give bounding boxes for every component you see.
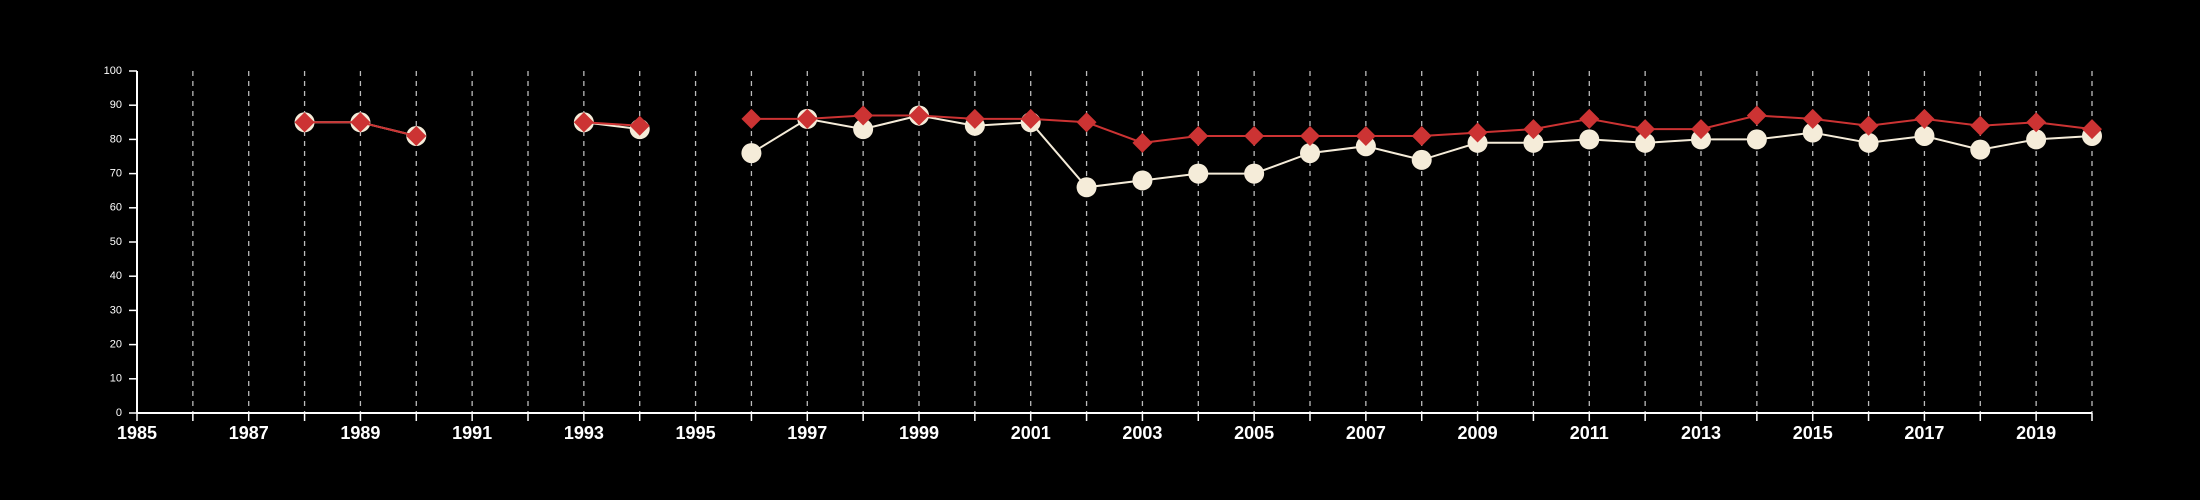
diamond-point-2009	[1467, 122, 1488, 143]
diamond-point-2002	[1076, 112, 1097, 133]
x-tick-label-2017: 2017	[1904, 423, 1944, 443]
circle-point-2018	[1970, 139, 1991, 160]
y-tick-label-50: 50	[110, 236, 122, 248]
x-tick-label-1987: 1987	[229, 423, 269, 443]
circle-point-2006	[1300, 143, 1320, 164]
y-tick-label-20: 20	[110, 339, 122, 351]
diamond-point-2013	[1691, 119, 1711, 140]
x-tick-label-2013: 2013	[1681, 423, 1721, 443]
x-tick-label-1997: 1997	[787, 423, 827, 443]
x-tick-label-1989: 1989	[340, 423, 380, 443]
circle-point-2009	[1467, 132, 1488, 153]
diamond-point-2011	[1579, 108, 1600, 129]
diamond-point-2017	[1914, 108, 1935, 129]
diamond-point-2014	[1746, 105, 1767, 126]
x-tick-label-2001: 2001	[1011, 423, 1051, 443]
x-tick-label-2019: 2019	[2016, 423, 2056, 443]
diamond-point-1996	[741, 108, 762, 129]
diamond-point-2004	[1188, 125, 1209, 146]
diamond-point-2020	[2082, 119, 2102, 140]
diamond-point-1998	[853, 105, 874, 126]
circle-point-2019	[2026, 129, 2047, 150]
vertical-gridlines	[192, 71, 2093, 413]
y-tick-label-0: 0	[116, 407, 122, 419]
diamond-point-2019	[2026, 112, 2047, 133]
diamond-point-1993	[573, 112, 594, 133]
diamond-point-2006	[1300, 125, 1320, 146]
y-tick-label-90: 90	[110, 99, 122, 111]
y-tick-label-10: 10	[110, 373, 122, 385]
circle-point-2017	[1914, 125, 1935, 146]
x-tick-label-2011: 2011	[1570, 423, 1609, 443]
axes: 0 10 20 30 40 50 60 70 80 90 100 1985 1987 1989 1991 19…	[104, 65, 2093, 443]
diamond-point-2018	[1970, 115, 1991, 136]
diamond-point-2001	[1020, 108, 1041, 129]
circle-point-2002	[1076, 177, 1097, 198]
circle-point-2010	[1523, 132, 1544, 153]
x-tick-label-2005: 2005	[1234, 423, 1274, 443]
diamond-point-2015	[1802, 108, 1823, 129]
diamond-point-2012	[1635, 119, 1656, 140]
diamond-point-2003	[1132, 132, 1153, 153]
diamond-point-2008	[1411, 125, 1432, 146]
circle-point-2003	[1132, 170, 1153, 191]
circle-point-2014	[1746, 129, 1767, 150]
x-tick-label-2003: 2003	[1122, 423, 1162, 443]
data-series	[294, 105, 2102, 198]
series-1	[294, 105, 2102, 153]
y-tick-label-60: 60	[110, 202, 122, 214]
diamond-point-1990	[406, 125, 427, 146]
circle-point-2004	[1188, 163, 1209, 184]
y-tick-label-30: 30	[110, 304, 122, 316]
circle-point-2005	[1244, 163, 1265, 184]
circle-point-2008	[1411, 149, 1432, 170]
y-tick-label-40: 40	[110, 270, 122, 282]
x-tick-label-2009: 2009	[1458, 423, 1498, 443]
diamond-point-2016	[1858, 115, 1879, 136]
circle-point-2013	[1691, 129, 1711, 150]
y-tick-label-70: 70	[110, 168, 122, 180]
diamond-point-1994	[629, 115, 650, 136]
y-tick-label-100: 100	[104, 65, 122, 77]
x-tick-label-1993: 1993	[564, 423, 604, 443]
diamond-point-1989	[350, 112, 371, 133]
diamond-point-2007	[1355, 125, 1376, 146]
diamond-point-2000	[964, 108, 985, 129]
x-tick-label-1999: 1999	[899, 423, 939, 443]
circle-point-2015	[1802, 122, 1823, 143]
x-tick-label-1991: 1991	[452, 423, 492, 443]
diamond-point-2010	[1523, 119, 1544, 140]
diamond-point-1997	[797, 108, 818, 129]
y-tick-label-80: 80	[110, 133, 122, 145]
x-tick-label-1985: 1985	[117, 423, 157, 443]
circle-point-1998	[853, 119, 874, 140]
x-tick-label-2015: 2015	[1793, 423, 1833, 443]
diamond-point-1999	[909, 105, 929, 126]
circle-point-2016	[1858, 132, 1879, 153]
x-tick-label-2007: 2007	[1346, 423, 1386, 443]
diamond-point-2005	[1244, 125, 1265, 146]
x-tick-label-1995: 1995	[676, 423, 716, 443]
diamond-point-1988	[294, 112, 315, 133]
circle-point-2011	[1579, 129, 1600, 150]
circle-point-2012	[1635, 132, 1656, 153]
circle-point-2007	[1355, 136, 1376, 157]
circle-point-1996	[741, 143, 762, 164]
